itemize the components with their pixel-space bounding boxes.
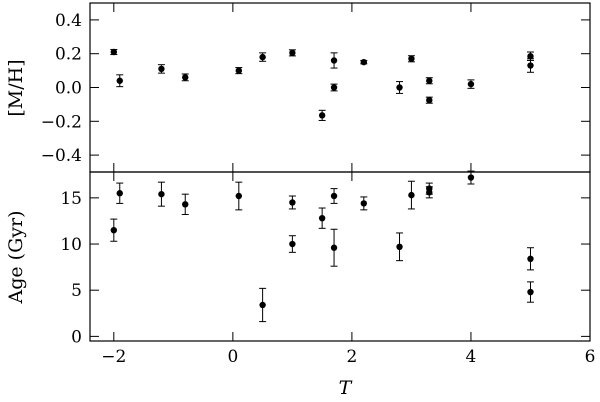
top-data-point: [116, 74, 124, 88]
bottom-data-point: [360, 196, 368, 211]
data-marker: [259, 53, 266, 61]
top-data-point: [318, 109, 326, 121]
top-data-point: [235, 67, 243, 75]
data-marker: [116, 190, 123, 197]
bottom-y-tick-label: 5: [71, 281, 82, 301]
data-marker: [158, 65, 165, 73]
bottom-data-point: [526, 281, 534, 303]
bottom-panel: 0 5 10 15 −2 0 2 4 6: [60, 170, 596, 367]
data-marker: [182, 201, 189, 208]
data-marker: [330, 57, 338, 64]
data-marker: [182, 74, 189, 81]
top-plot-frame: [89, 2, 591, 173]
top-data-point: [425, 77, 433, 85]
data-marker: [158, 190, 165, 198]
data-marker: [527, 255, 534, 263]
data-marker: [289, 199, 296, 206]
bottom-data-point: [330, 228, 338, 267]
top-data-point: [110, 48, 118, 56]
top-y-tick-label: −0.4: [41, 146, 82, 166]
data-marker: [116, 77, 123, 84]
bottom-plot-frame: [89, 171, 591, 342]
top-panel: −0.4 −0.2 0.0 0.2 0.4: [41, 2, 591, 173]
top-data-point: [259, 52, 267, 62]
data-marker: [527, 53, 534, 60]
bottom-data-point: [288, 195, 296, 210]
data-marker: [318, 214, 326, 222]
x-tick-label: 6: [585, 347, 596, 367]
top-y-tick-label: −0.2: [41, 112, 82, 132]
top-data-point: [467, 79, 475, 89]
data-marker: [467, 174, 475, 181]
data-marker: [467, 80, 475, 88]
top-y-tick-label: 0.0: [55, 79, 82, 99]
data-marker: [426, 189, 433, 196]
bottom-data-point: [259, 287, 267, 323]
bottom-data-point: [467, 170, 475, 185]
x-tick-label: 4: [466, 347, 477, 367]
bottom-data-point: [425, 186, 433, 199]
top-data-point: [360, 58, 368, 66]
bottom-data-point: [407, 180, 415, 210]
bottom-data-point: [235, 181, 243, 211]
bottom-data-point: [116, 182, 124, 204]
bottom-data-point: [181, 193, 189, 215]
top-y-tick-label: 0.4: [55, 11, 82, 31]
data-marker: [110, 48, 118, 56]
top-y-tick-label: 0.2: [55, 45, 82, 65]
data-marker: [426, 96, 433, 104]
data-marker: [110, 226, 118, 234]
bottom-y-tick-label: 0: [71, 327, 82, 347]
data-marker: [289, 49, 296, 57]
data-marker: [396, 243, 403, 251]
data-marker: [330, 244, 338, 251]
bottom-data-point: [318, 207, 326, 229]
bottom-data-point: [288, 235, 296, 253]
data-marker: [527, 62, 534, 69]
data-marker: [235, 192, 243, 200]
bottom-data-point: [110, 218, 118, 242]
data-marker: [527, 288, 534, 296]
x-tick-label: 0: [227, 347, 238, 367]
bottom-data-point: [526, 247, 534, 271]
data-marker: [408, 191, 415, 199]
top-data-point: [425, 96, 433, 104]
data-marker: [360, 200, 368, 207]
top-data-point: [288, 49, 296, 57]
top-data-point: [330, 83, 338, 92]
bottom-y-axis-label: Age (Gyr): [5, 211, 27, 305]
top-data-point: [181, 73, 189, 82]
data-marker: [330, 192, 338, 200]
top-data-point: [396, 81, 404, 94]
data-marker: [408, 55, 415, 62]
data-marker: [396, 84, 403, 91]
data-marker: [330, 84, 338, 91]
x-tick-label: −2: [101, 347, 126, 367]
data-marker: [426, 77, 433, 84]
top-data-point: [526, 58, 534, 73]
top-data-point: [407, 55, 415, 63]
data-marker: [259, 301, 266, 309]
data-marker: [289, 240, 296, 248]
top-y-axis-label: [M/H]: [5, 59, 27, 116]
top-data-point: [157, 64, 165, 74]
data-marker: [318, 112, 326, 119]
bottom-y-tick-label: 10: [60, 235, 82, 255]
bottom-y-tick-label: 15: [60, 189, 82, 209]
bottom-data-point: [157, 181, 165, 207]
x-tick-label: 2: [346, 347, 357, 367]
bottom-data-point: [396, 232, 404, 262]
x-axis-label: T: [339, 377, 353, 399]
data-marker: [360, 58, 368, 66]
data-marker: [235, 67, 243, 74]
top-data-point: [330, 52, 338, 69]
bottom-data-point: [330, 188, 338, 204]
